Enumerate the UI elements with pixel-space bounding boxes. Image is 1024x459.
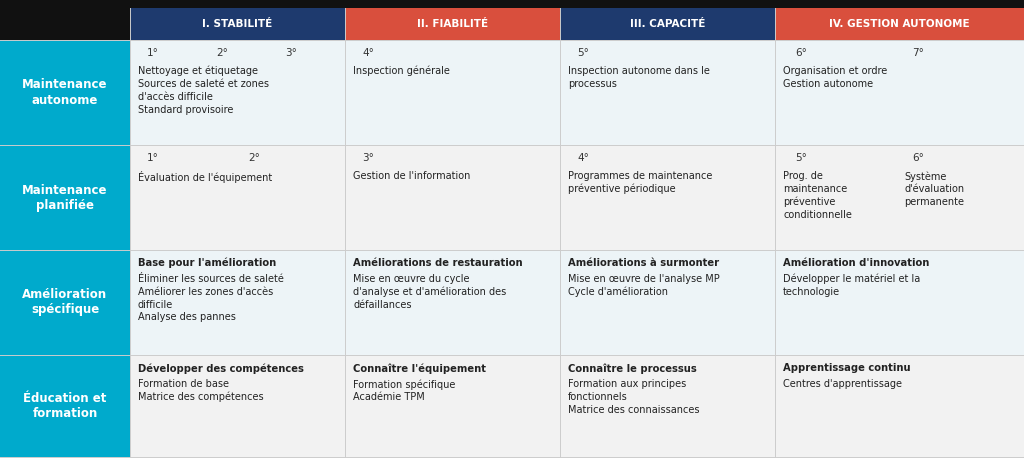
Text: Maintenance
autonome: Maintenance autonome xyxy=(23,78,108,106)
Bar xyxy=(130,250,345,355)
Text: Nettoyage et étiquetage
Sources de saleté et zones
d'accès difficile
Standard pr: Nettoyage et étiquetage Sources de salet… xyxy=(138,66,269,115)
Bar xyxy=(0,40,130,145)
Text: Amélioration d'innovation: Amélioration d'innovation xyxy=(783,258,930,268)
Bar xyxy=(775,145,1024,250)
Text: Apprentissage continu: Apprentissage continu xyxy=(783,363,910,373)
Bar xyxy=(345,40,560,145)
Bar xyxy=(345,145,560,250)
Bar xyxy=(345,8,560,40)
Text: Éliminer les sources de saleté
Améliorer les zones d'accès
difficile
Analyse des: Éliminer les sources de saleté Améliorer… xyxy=(138,274,284,322)
Text: Mise en œuvre du cycle
d'analyse et d'amélioration des
défaillances: Mise en œuvre du cycle d'analyse et d'am… xyxy=(353,274,506,310)
Text: 4°: 4° xyxy=(362,48,374,58)
Bar xyxy=(775,250,1024,355)
Text: 2°: 2° xyxy=(248,153,260,163)
Text: 6°: 6° xyxy=(795,48,807,58)
Text: Améliorations à surmonter: Améliorations à surmonter xyxy=(568,258,719,268)
Text: Développer des compétences: Développer des compétences xyxy=(138,363,304,374)
Text: Connaître l'équipement: Connaître l'équipement xyxy=(353,363,486,374)
Bar xyxy=(345,355,560,457)
Bar xyxy=(560,145,775,250)
Text: 3°: 3° xyxy=(362,153,374,163)
Bar xyxy=(560,250,775,355)
Text: 5°: 5° xyxy=(578,48,589,58)
Text: Formation de base
Matrice des compétences: Formation de base Matrice des compétence… xyxy=(138,379,263,403)
Text: 3°: 3° xyxy=(285,48,297,58)
Text: II. FIABILITÉ: II. FIABILITÉ xyxy=(417,19,488,29)
Text: 7°: 7° xyxy=(912,48,924,58)
Text: Maintenance
planifiée: Maintenance planifiée xyxy=(23,184,108,212)
Bar xyxy=(0,8,130,40)
Text: 6°: 6° xyxy=(912,153,924,163)
Bar xyxy=(0,0,1024,8)
Bar xyxy=(560,8,775,40)
Bar xyxy=(0,145,130,250)
Bar xyxy=(130,8,345,40)
Bar xyxy=(775,355,1024,457)
Text: Organisation et ordre
Gestion autonome: Organisation et ordre Gestion autonome xyxy=(783,66,887,89)
Text: Système
d'évaluation
permanente: Système d'évaluation permanente xyxy=(904,171,965,207)
Text: 1°: 1° xyxy=(147,48,159,58)
Text: Base pour l'amélioration: Base pour l'amélioration xyxy=(138,258,276,269)
Text: Amélioration
spécifique: Amélioration spécifique xyxy=(23,289,108,317)
Text: Centres d'apprentissage: Centres d'apprentissage xyxy=(783,379,902,389)
Text: Prog. de
maintenance
préventive
conditionnelle: Prog. de maintenance préventive conditio… xyxy=(783,171,852,220)
Text: Évaluation de l'équipement: Évaluation de l'équipement xyxy=(138,171,272,183)
Text: I. STABILITÉ: I. STABILITÉ xyxy=(203,19,272,29)
Text: Mise en œuvre de l'analyse MP
Cycle d'amélioration: Mise en œuvre de l'analyse MP Cycle d'am… xyxy=(568,274,720,297)
Bar xyxy=(560,40,775,145)
Text: Éducation et
formation: Éducation et formation xyxy=(24,392,106,420)
Bar xyxy=(345,250,560,355)
Text: 5°: 5° xyxy=(795,153,807,163)
Text: 4°: 4° xyxy=(578,153,589,163)
Text: IV. GESTION AUTONOME: IV. GESTION AUTONOME xyxy=(829,19,970,29)
Text: Gestion de l'information: Gestion de l'information xyxy=(353,171,470,181)
Text: 2°: 2° xyxy=(216,48,228,58)
Bar xyxy=(775,8,1024,40)
Text: Inspection générale: Inspection générale xyxy=(353,66,450,77)
Bar xyxy=(775,40,1024,145)
Text: Inspection autonome dans le
processus: Inspection autonome dans le processus xyxy=(568,66,710,89)
Text: Formation spécifique
Académie TPM: Formation spécifique Académie TPM xyxy=(353,379,456,402)
Text: 1°: 1° xyxy=(147,153,159,163)
Text: Formation aux principes
fonctionnels
Matrice des connaissances: Formation aux principes fonctionnels Mat… xyxy=(568,379,699,414)
Text: Améliorations de restauration: Améliorations de restauration xyxy=(353,258,522,268)
Bar xyxy=(130,355,345,457)
Text: Connaître le processus: Connaître le processus xyxy=(568,363,696,374)
Bar xyxy=(130,40,345,145)
Bar xyxy=(560,355,775,457)
Bar xyxy=(0,250,130,355)
Bar xyxy=(130,145,345,250)
Text: Développer le matériel et la
technologie: Développer le matériel et la technologie xyxy=(783,274,921,297)
Bar xyxy=(0,355,130,457)
Text: III. CAPACITÉ: III. CAPACITÉ xyxy=(630,19,706,29)
Text: Programmes de maintenance
préventive périodique: Programmes de maintenance préventive pér… xyxy=(568,171,713,195)
